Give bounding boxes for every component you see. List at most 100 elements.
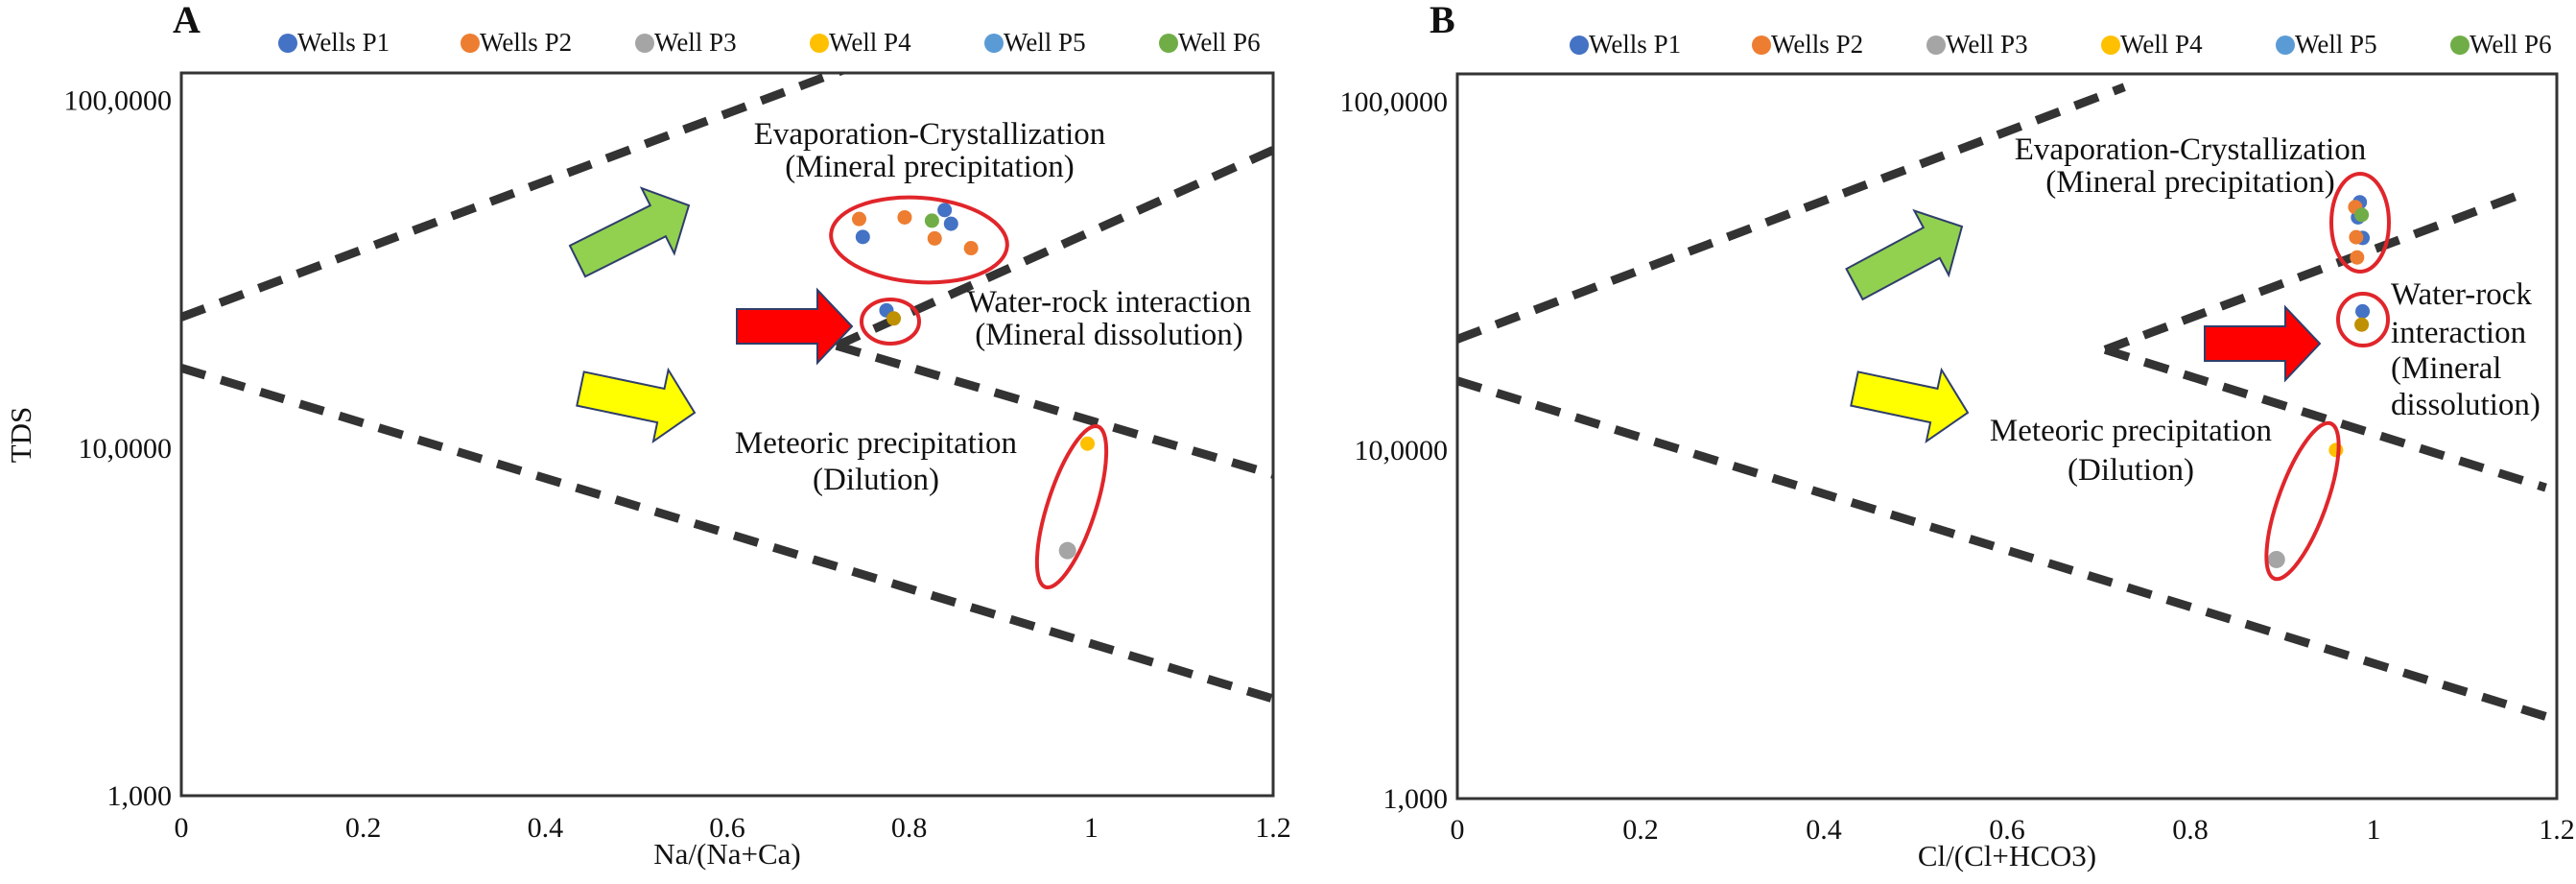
series-well-p3 [1058,541,1076,560]
legend-label: Well P3 [654,28,737,57]
x-axis-title: Na/(Na+Ca) [653,837,800,871]
highlight-ellipse [1034,423,1109,590]
series-unlabeled [886,311,902,326]
legend-marker [1926,36,1946,55]
legend: Wells P1 Wells P2 Well P3 Well P4 Well P5 Wel… [1570,30,2552,59]
data-point [897,209,912,225]
x-tick-label: 0 [175,812,189,844]
y-tick-label: 1,000 [1383,783,1449,815]
x-tick-label: 1 [2367,814,2381,846]
meteoric-arrow-icon [1850,367,1970,443]
evaporation-arrow-icon [1845,208,1964,301]
legend-label: Well P5 [1004,28,1086,57]
highlight-ellipse [829,195,1009,285]
legend-marker [1570,36,1589,55]
water-rock-annotation: interaction [2391,316,2526,350]
plot-area [1455,72,2559,800]
x-tick-label: 0.8 [891,812,928,844]
water-rock-annotation: (Mineral [2391,351,2501,386]
water-rock-arrow-icon [736,287,854,366]
x-tick-label: 0.8 [2172,814,2209,846]
panel-label: B [1430,0,1455,41]
legend-item: Well P3 [1926,30,2028,59]
series-well-p6 [2354,207,2370,223]
series-wells-p2 [852,209,979,256]
y-axis-title: TDS [4,407,37,464]
data-point [2354,317,2370,332]
panel-label: A [173,0,201,41]
legend-label: Well P4 [829,28,911,57]
x-tick-label: 0.6 [1989,814,2025,846]
evaporation-annotation: Evaporation-Crystallization [2015,132,2367,167]
legend-item: Wells P1 [1570,30,1681,59]
highlight-ellipse [2264,420,2341,582]
boundary-dashed-line [2103,187,2530,354]
data-point [2350,250,2365,265]
data-point [943,216,958,231]
meteoric-arrow-icon [576,367,697,444]
x-tick-label: 1.2 [2539,814,2575,846]
y-tick-label: 100,0000 [1340,86,1449,118]
plot-area [179,71,1275,798]
legend-item: Well P6 [1159,28,1261,57]
series-wells-p1 [855,203,958,318]
series-well-p3 [2267,550,2285,568]
legend-marker [2450,36,2470,55]
x-tick-label: 0.4 [1806,814,1842,846]
legend-label: Wells P2 [1771,30,1863,59]
boundary-dashed-line [1457,376,2547,721]
boundary-dashed-line [835,341,1273,479]
data-point [852,211,867,227]
data-point [2354,207,2370,223]
legend-marker [635,34,654,53]
x-tick-label: 0.6 [709,812,745,844]
x-tick-label: 0.2 [1622,814,1659,846]
water-rock-annotation: Water-rock [2391,277,2532,312]
water-rock-arrow-icon [2204,304,2322,383]
legend-label: Well P3 [1946,30,2028,59]
series-well-p6 [924,213,939,228]
meteoric-annotation: Meteoric precipitation [1990,414,2272,448]
legend: Wells P1 Wells P2 Well P3 Well P4 Well P5 Wel… [278,28,1261,57]
legend-marker [278,34,297,53]
x-tick-label: 0.2 [345,812,382,844]
legend-marker [1752,36,1771,55]
highlight-ellipse [860,298,921,346]
data-point [2267,550,2285,568]
y-tick-label: 10,0000 [79,433,173,465]
legend-label: Wells P1 [297,28,390,57]
legend-label: Well P6 [2470,30,2552,59]
data-point [855,229,870,245]
water-rock-annotation: Water-rock interaction [967,285,1251,320]
legend-item: Well P5 [2276,30,2377,59]
legend-item: Wells P2 [461,28,572,57]
meteoric-annotation: Meteoric precipitation [735,426,1017,461]
data-point [924,213,939,228]
legend-label: Well P6 [1178,28,1261,57]
evaporation-annotation: (Mineral precipitation) [785,150,1074,184]
legend-marker [984,34,1004,53]
legend-item: Well P6 [2450,30,2552,59]
legend-item: Well P4 [2101,30,2203,59]
legend-label: Wells P1 [1589,30,1681,59]
x-tick-label: 0.4 [528,812,564,844]
series-unlabeled [2354,317,2370,332]
legend-label: Wells P2 [480,28,572,57]
legend-label: Well P4 [2120,30,2203,59]
data-point [927,230,942,246]
meteoric-annotation: (Dilution) [813,463,939,497]
x-axis-title: Cl/(Cl+HCO3) [1918,839,2096,872]
data-point [1058,541,1076,560]
y-tick-label: 100,0000 [64,85,173,117]
data-point [2328,442,2344,458]
legend-marker [1159,34,1178,53]
legend-item: Wells P1 [278,28,390,57]
legend-item: Well P5 [984,28,1086,57]
legend-item: Well P3 [635,28,737,57]
evaporation-annotation: (Mineral precipitation) [2045,165,2334,200]
y-tick-label: 1,000 [107,780,173,812]
data-point [2355,303,2371,319]
